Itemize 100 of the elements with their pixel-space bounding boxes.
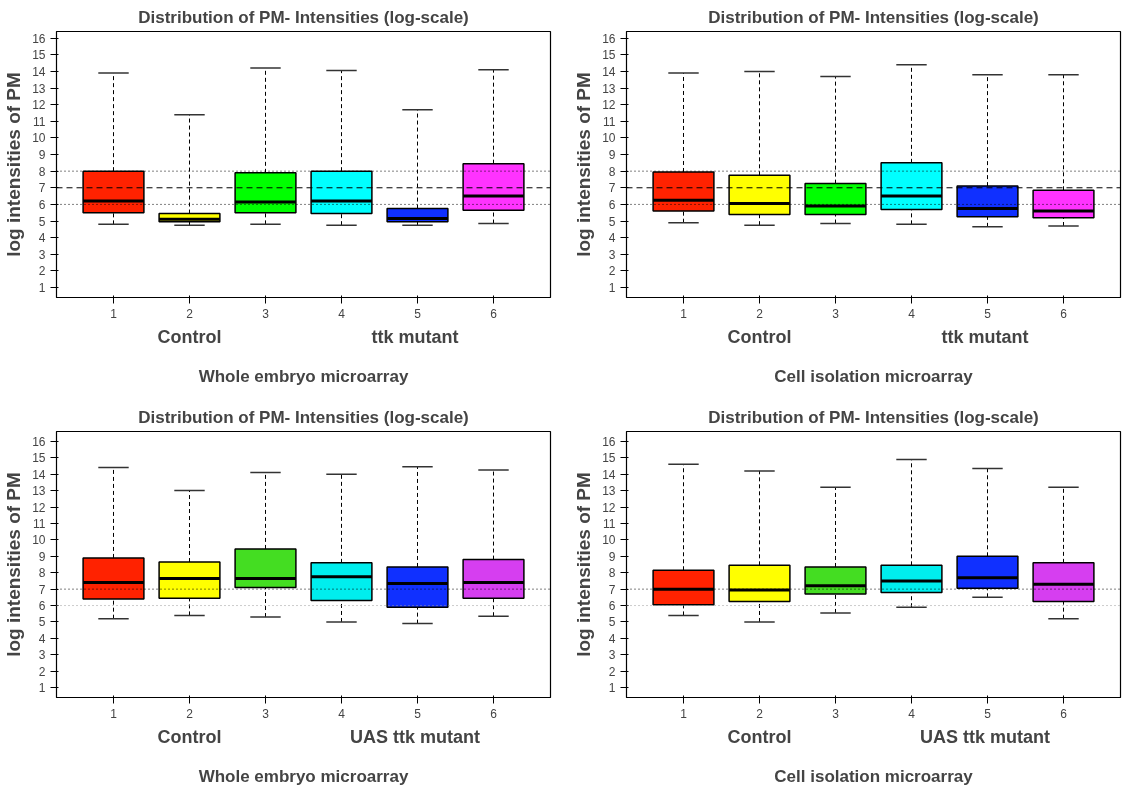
- y-tick-label: 6: [608, 197, 616, 212]
- y-tick-label: 1: [38, 681, 46, 696]
- y-tick-label: 11: [33, 114, 46, 129]
- x-tick-label: 3: [832, 306, 840, 321]
- x-tick-label: 2: [756, 306, 764, 321]
- x-tick-label: 1: [680, 306, 688, 321]
- y-axis-title: log intensities of PM: [3, 472, 25, 657]
- x-tick-label: 4: [908, 306, 916, 321]
- y-tick-label: 7: [608, 582, 616, 597]
- text: Cell isolation microarray: [774, 366, 974, 386]
- x-tick-label: 5: [984, 706, 992, 721]
- text: Control: [157, 326, 222, 347]
- y-tick-label: 13: [602, 484, 616, 499]
- y-tick-label: 10: [602, 533, 616, 548]
- x-tick-label: 1: [110, 706, 118, 721]
- x-tick-label: 6: [1060, 306, 1068, 321]
- y-tick-label: 14: [602, 64, 616, 79]
- x-tick-label: 1: [680, 706, 688, 721]
- y-tick-label: 14: [602, 467, 616, 482]
- text: Control: [157, 726, 222, 747]
- y-tick-label: 7: [38, 582, 46, 597]
- y-tick-label: 12: [602, 98, 616, 113]
- y-tick-label: 15: [32, 48, 46, 63]
- y-tick-label: 15: [602, 451, 616, 466]
- chart-title: Distribution of PM- Intensities (log-scale): [138, 407, 469, 427]
- text: ttk mutant: [941, 326, 1029, 347]
- y-tick-label: 5: [38, 615, 46, 630]
- y-tick-label: 14: [32, 64, 46, 79]
- y-tick-label: 11: [603, 114, 616, 129]
- x-tick-label: 6: [490, 706, 498, 721]
- y-tick-label: 4: [38, 231, 46, 246]
- x-tick-label: 5: [984, 306, 992, 321]
- y-tick-label: 11: [603, 516, 616, 531]
- y-tick-label: 16: [32, 31, 46, 46]
- y-tick-label: 16: [32, 434, 46, 449]
- x-tick-label: 6: [1060, 706, 1068, 721]
- text: Control: [727, 326, 792, 347]
- y-tick-label: 16: [602, 31, 616, 46]
- y-tick-label: 6: [38, 599, 46, 614]
- x-tick-label: 5: [414, 306, 422, 321]
- y-tick-label: 5: [608, 214, 616, 229]
- x-tick-label: 2: [756, 706, 764, 721]
- text: ttk mutant: [371, 326, 459, 347]
- x-tick-label: 4: [908, 706, 916, 721]
- text: Control: [727, 726, 792, 747]
- y-tick-label: 8: [608, 566, 616, 581]
- y-tick-label: 2: [608, 264, 616, 279]
- x-tick-label: 3: [832, 706, 840, 721]
- chart-title: Distribution of PM- Intensities (log-scale): [708, 407, 1039, 427]
- text: UAS ttk mutant: [920, 726, 1050, 747]
- y-tick-label: 4: [608, 631, 616, 646]
- y-tick-label: 3: [38, 247, 46, 262]
- y-tick-label: 1: [608, 281, 616, 296]
- x-tick-label: 3: [262, 706, 270, 721]
- y-tick-label: 3: [608, 648, 616, 663]
- y-tick-label: 11: [33, 516, 46, 531]
- y-tick-label: 14: [32, 467, 46, 482]
- y-tick-label: 5: [38, 214, 46, 229]
- y-tick-label: 7: [608, 181, 616, 196]
- chart-title: Distribution of PM- Intensities (log-scale): [138, 7, 469, 27]
- y-tick-label: 13: [32, 484, 46, 499]
- y-tick-label: 15: [32, 451, 46, 466]
- x-tick-label: 4: [338, 306, 346, 321]
- y-tick-label: 2: [608, 664, 616, 679]
- y-tick-label: 8: [38, 164, 46, 179]
- y-tick-label: 15: [602, 48, 616, 63]
- y-tick-label: 16: [602, 434, 616, 449]
- y-axis-title: log intensities of PM: [3, 72, 25, 257]
- text: Whole embryo microarray: [198, 766, 409, 786]
- y-tick-label: 12: [32, 98, 46, 113]
- y-tick-label: 13: [32, 81, 46, 96]
- x-tick-label: 6: [490, 306, 498, 321]
- y-tick-label: 4: [38, 631, 46, 646]
- y-tick-label: 9: [608, 549, 616, 564]
- y-tick-label: 8: [608, 164, 616, 179]
- text: Whole embryo microarray: [198, 366, 409, 386]
- y-tick-label: 3: [608, 247, 616, 262]
- x-tick-label: 5: [414, 706, 422, 721]
- y-tick-label: 12: [32, 500, 46, 515]
- y-tick-label: 1: [38, 281, 46, 296]
- x-tick-label: 2: [186, 706, 194, 721]
- y-tick-label: 9: [608, 148, 616, 163]
- y-axis-title: log intensities of PM: [573, 72, 595, 257]
- y-tick-label: 10: [602, 131, 616, 146]
- y-tick-label: 10: [32, 533, 46, 548]
- y-tick-label: 8: [38, 566, 46, 581]
- x-tick-label: 2: [186, 306, 194, 321]
- y-tick-label: 6: [38, 197, 46, 212]
- y-tick-label: 6: [608, 599, 616, 614]
- x-tick-label: 3: [262, 306, 270, 321]
- y-tick-label: 1: [608, 681, 616, 696]
- y-tick-label: 3: [38, 648, 46, 663]
- y-tick-label: 9: [38, 148, 46, 163]
- text: Cell isolation microarray: [774, 766, 974, 786]
- x-tick-label: 1: [110, 306, 118, 321]
- y-tick-label: 2: [38, 264, 46, 279]
- y-tick-label: 7: [38, 181, 46, 196]
- x-tick-label: 4: [338, 706, 346, 721]
- text: UAS ttk mutant: [350, 726, 480, 747]
- y-tick-label: 13: [602, 81, 616, 96]
